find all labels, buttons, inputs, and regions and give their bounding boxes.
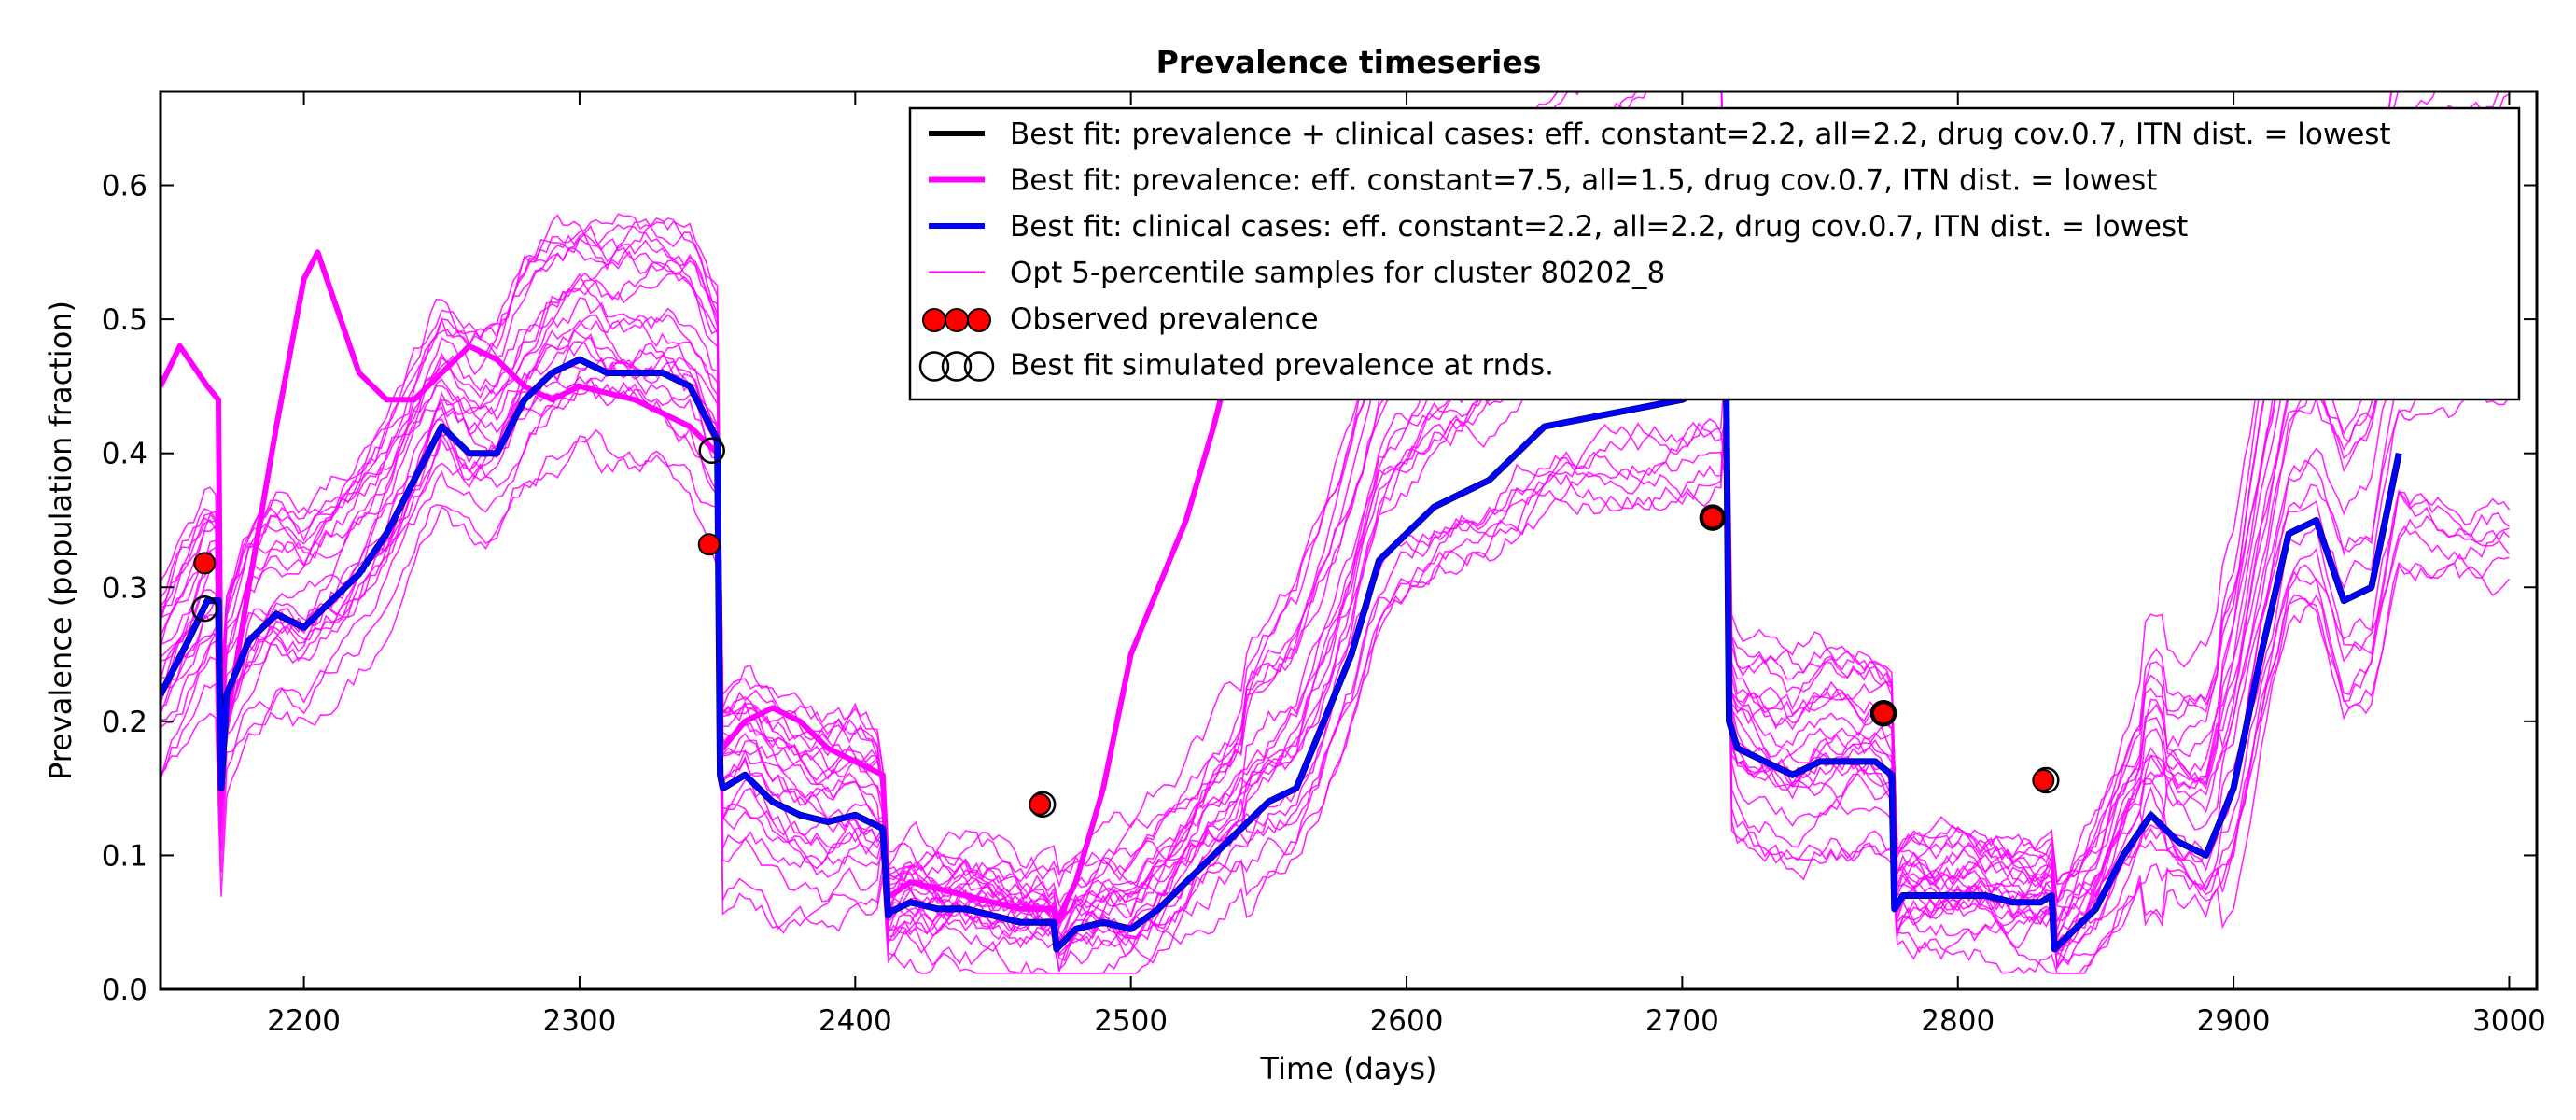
legend-label: Best fit: prevalence + clinical cases: e…	[1010, 118, 2391, 151]
legend-swatch	[967, 308, 991, 332]
chart-title: Prevalence timeseries	[1156, 44, 1542, 80]
y-tick-label: 0.0	[102, 973, 147, 1007]
best-fit-round-marker	[191, 595, 218, 623]
observed-prevalence-marker	[1871, 702, 1895, 725]
legend-swatch	[963, 351, 995, 382]
observed-prevalence-marker	[1701, 506, 1724, 529]
y-axis-label: Prevalence (population fraction)	[43, 301, 78, 780]
sample-trace	[161, 164, 2510, 973]
observed-prevalence-marker	[2032, 769, 2055, 792]
x-tick-label: 2600	[1370, 1004, 1444, 1038]
x-tick-label: 2700	[1645, 1004, 1719, 1038]
x-tick-label: 2300	[542, 1004, 616, 1038]
x-tick-label: 2400	[819, 1004, 892, 1038]
observed-prevalence-marker	[1029, 792, 1052, 816]
legend-swatch	[922, 308, 946, 332]
best-fit-round-marker	[698, 437, 725, 465]
best-fit-round-marker	[1869, 699, 1897, 727]
best-fit-round-marker	[1699, 504, 1727, 531]
legend-box	[908, 106, 2521, 401]
x-tick-label: 3000	[2472, 1004, 2546, 1038]
x-tick-label: 2200	[267, 1004, 341, 1038]
sample-trace	[161, 160, 2511, 925]
legend-label: Best fit: clinical cases: eff. constant=…	[1010, 210, 2188, 244]
sample-trace	[161, 162, 2511, 975]
x-tick-label: 2900	[2197, 1004, 2271, 1038]
y-tick-label: 0.3	[102, 571, 147, 605]
x-axis-label: Time (days)	[1260, 1051, 1437, 1086]
x-tick-label: 2800	[1921, 1004, 1995, 1038]
y-tick-label: 0.1	[102, 839, 147, 873]
marker-layer	[191, 437, 2060, 819]
legend-swatch	[941, 351, 973, 382]
legend-label: Best fit: prevalence: eff. constant=7.5,…	[1010, 164, 2157, 198]
sample-trace	[161, 91, 2392, 904]
y-tick-label: 0.4	[102, 438, 147, 471]
x-tick-label: 2500	[1094, 1004, 1168, 1038]
observed-prevalence-marker	[697, 533, 721, 556]
legend-entry: Opt 5-percentile samples for cluster 802…	[929, 257, 1665, 290]
legend-swatch	[918, 351, 950, 382]
legend-swatch	[945, 308, 969, 332]
y-tick-label: 0.6	[102, 170, 147, 203]
sample-trace	[161, 435, 2510, 974]
axes-layer: 2200 2300 2400 2500 2600 2700 2800 2900 3000 0.0 0…	[102, 91, 2546, 1038]
sample-trace	[161, 93, 2510, 923]
legend-label: Opt 5-percentile samples for cluster 802…	[1010, 257, 1665, 290]
y-tick-label: 0.2	[102, 706, 147, 739]
legend-entry: Observed prevalence	[922, 302, 1319, 336]
sample-trace	[161, 206, 2511, 962]
legend-label: Observed prevalence	[1010, 302, 1319, 336]
sample-trace	[161, 417, 2510, 974]
series-layer	[161, 91, 2511, 975]
legend-entry: Best fit: prevalence + clinical cases: e…	[929, 118, 2391, 151]
best-fit-clinical-line	[161, 357, 2402, 952]
sample-trace	[161, 292, 2510, 941]
observed-prevalence-marker	[193, 552, 217, 575]
y-tick-label: 0.5	[102, 303, 147, 337]
legend-label: Best fit simulated prevalence at rnds.	[1010, 349, 1554, 383]
legend-entry: Best fit: prevalence: eff. constant=7.5,…	[929, 164, 2157, 198]
legend-entry: Best fit simulated prevalence at rnds.	[918, 349, 1554, 383]
plot-frame	[159, 90, 2539, 991]
legend-entry: Best fit: clinical cases: eff. constant=…	[929, 210, 2188, 244]
legend: Best fit: prevalence + clinical cases: e…	[908, 106, 2521, 401]
